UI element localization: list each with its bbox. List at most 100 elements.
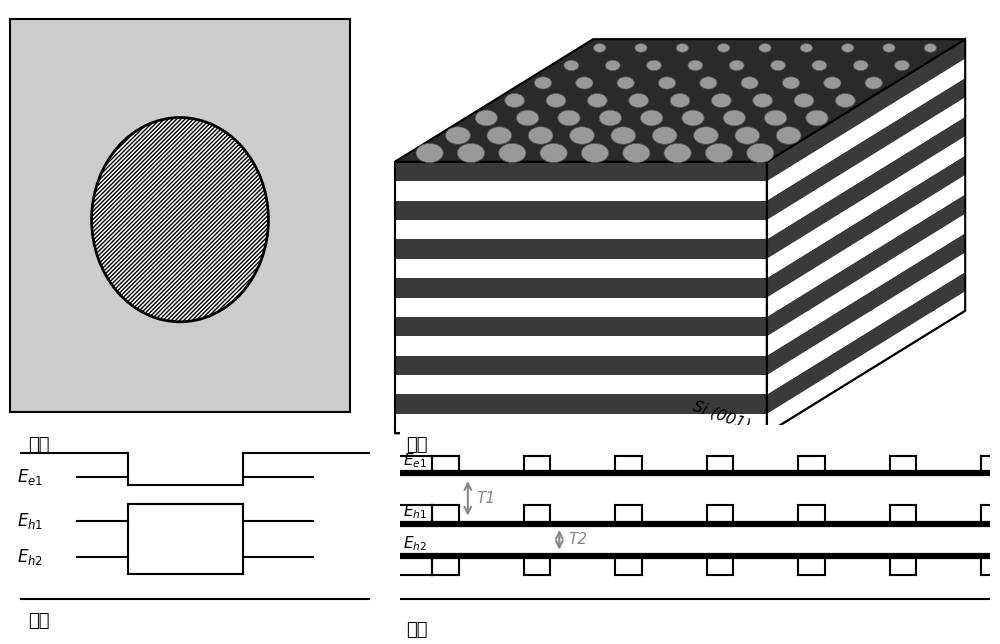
Circle shape — [771, 60, 785, 71]
Circle shape — [528, 127, 553, 144]
Circle shape — [723, 110, 745, 126]
Polygon shape — [767, 136, 965, 278]
Circle shape — [895, 60, 909, 71]
Circle shape — [487, 127, 512, 144]
Text: T1: T1 — [477, 491, 496, 506]
Circle shape — [676, 44, 689, 52]
Polygon shape — [395, 162, 767, 181]
Circle shape — [92, 118, 268, 322]
Polygon shape — [767, 97, 965, 240]
Polygon shape — [767, 175, 965, 317]
Circle shape — [564, 60, 579, 71]
Circle shape — [682, 110, 704, 126]
Polygon shape — [395, 310, 965, 433]
Polygon shape — [395, 355, 767, 375]
Circle shape — [865, 77, 882, 89]
Circle shape — [446, 127, 470, 144]
Polygon shape — [395, 181, 767, 200]
Circle shape — [576, 77, 593, 89]
Circle shape — [741, 77, 758, 89]
Polygon shape — [395, 414, 767, 433]
Circle shape — [505, 93, 525, 108]
Polygon shape — [395, 336, 767, 355]
Circle shape — [658, 77, 676, 89]
Polygon shape — [395, 39, 965, 162]
Circle shape — [640, 110, 663, 126]
Circle shape — [759, 44, 771, 52]
Polygon shape — [395, 278, 767, 298]
Circle shape — [570, 127, 594, 144]
Circle shape — [617, 77, 634, 89]
Circle shape — [688, 60, 703, 71]
Polygon shape — [767, 214, 965, 355]
Circle shape — [516, 110, 539, 126]
Circle shape — [475, 110, 497, 126]
Circle shape — [457, 144, 485, 163]
Polygon shape — [767, 78, 965, 220]
Circle shape — [652, 127, 677, 144]
Circle shape — [835, 93, 855, 108]
Circle shape — [605, 60, 620, 71]
Circle shape — [824, 77, 841, 89]
Circle shape — [711, 93, 731, 108]
Polygon shape — [767, 194, 965, 336]
Polygon shape — [395, 395, 767, 414]
Circle shape — [747, 144, 774, 163]
Circle shape — [694, 127, 718, 144]
Text: $E_{h2}$: $E_{h2}$ — [403, 534, 427, 553]
Circle shape — [540, 144, 567, 163]
Polygon shape — [395, 317, 767, 336]
Polygon shape — [395, 259, 767, 278]
Circle shape — [623, 144, 650, 163]
Circle shape — [670, 93, 690, 108]
Circle shape — [700, 77, 717, 89]
Circle shape — [924, 44, 937, 52]
Polygon shape — [395, 220, 767, 240]
Circle shape — [416, 144, 443, 163]
Polygon shape — [767, 233, 965, 375]
Circle shape — [853, 60, 868, 71]
Circle shape — [806, 110, 828, 126]
Text: 导带: 导带 — [28, 435, 50, 453]
Circle shape — [664, 144, 691, 163]
Circle shape — [581, 144, 609, 163]
Circle shape — [611, 127, 636, 144]
Polygon shape — [767, 155, 965, 298]
Circle shape — [499, 144, 526, 163]
Circle shape — [635, 44, 647, 52]
Circle shape — [593, 44, 606, 52]
Text: T2: T2 — [568, 533, 587, 547]
Circle shape — [629, 93, 649, 108]
Circle shape — [812, 60, 827, 71]
Text: 价带: 价带 — [28, 612, 50, 630]
Circle shape — [558, 110, 580, 126]
Circle shape — [764, 110, 787, 126]
Polygon shape — [767, 117, 965, 259]
Circle shape — [800, 44, 813, 52]
Polygon shape — [395, 240, 767, 259]
Circle shape — [841, 44, 854, 52]
Text: 价带: 价带 — [406, 621, 427, 639]
Circle shape — [776, 127, 801, 144]
Circle shape — [587, 93, 607, 108]
Text: Si (001): Si (001) — [691, 399, 752, 433]
Circle shape — [717, 44, 730, 52]
Text: $E_{e1}$: $E_{e1}$ — [17, 467, 43, 487]
Circle shape — [735, 127, 760, 144]
Polygon shape — [767, 59, 965, 200]
Text: $E_{e1}$: $E_{e1}$ — [403, 451, 427, 469]
Circle shape — [599, 110, 621, 126]
Polygon shape — [767, 272, 965, 414]
Polygon shape — [395, 200, 767, 220]
Polygon shape — [767, 252, 965, 395]
Circle shape — [546, 93, 566, 108]
Circle shape — [729, 60, 744, 71]
Text: $E_{h1}$: $E_{h1}$ — [403, 502, 427, 520]
Circle shape — [534, 77, 552, 89]
Polygon shape — [395, 375, 767, 395]
Circle shape — [705, 144, 733, 163]
Circle shape — [782, 77, 800, 89]
Text: $E_{h1}$: $E_{h1}$ — [17, 511, 44, 531]
Polygon shape — [395, 298, 767, 317]
Circle shape — [883, 44, 895, 52]
